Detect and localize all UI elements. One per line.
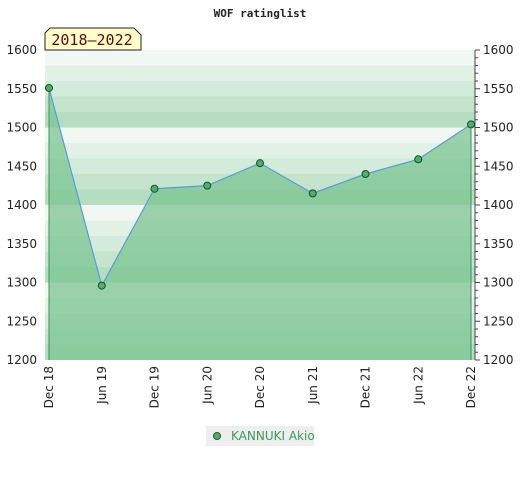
x-axis: Dec 18 Jun 19 Dec 19 Jun 20 Dec 20 Jun 21 Dec … bbox=[42, 366, 478, 408]
y-tick-label-right: 1550 bbox=[483, 82, 514, 96]
x-tick-label: Dec 18 bbox=[42, 366, 56, 408]
chart-title: WOF ratinglist bbox=[214, 7, 307, 20]
background-band bbox=[45, 65, 475, 81]
period-badge: 2018–2022 bbox=[44, 27, 142, 51]
background-band bbox=[45, 81, 475, 97]
background-band bbox=[45, 50, 475, 66]
y-tick-label-right: 1400 bbox=[483, 198, 514, 212]
legend-label: KANNUKI Akio bbox=[231, 429, 315, 443]
y-tick-label-left: 1500 bbox=[6, 121, 37, 135]
x-tick-label: Dec 19 bbox=[148, 366, 162, 408]
y-tick-label-left: 1250 bbox=[6, 314, 37, 328]
rating-area bbox=[49, 87, 471, 360]
y-tick-label-right: 1600 bbox=[483, 43, 514, 57]
legend[interactable]: KANNUKI Akio bbox=[206, 426, 315, 446]
background-band bbox=[45, 112, 475, 128]
data-point[interactable] bbox=[308, 189, 317, 198]
x-tick-label: Dec 21 bbox=[359, 366, 373, 408]
y-tick-label-left: 1300 bbox=[6, 276, 37, 290]
data-point[interactable] bbox=[256, 159, 264, 168]
y-tick-label-right: 1450 bbox=[483, 159, 514, 173]
y-tick-label-right: 1200 bbox=[483, 353, 514, 367]
y-tick-label-left: 1350 bbox=[6, 237, 37, 251]
data-point[interactable] bbox=[97, 281, 106, 290]
y-tick-label-left: 1600 bbox=[6, 43, 37, 57]
y-axis-left: 1200 1250 1300 1350 1400 1450 1500 1550 1600 bbox=[6, 43, 37, 367]
data-point[interactable] bbox=[414, 155, 423, 164]
y-axis-right: 1200 1250 1300 1350 1400 1450 1500 1550 1600 bbox=[474, 43, 514, 367]
x-tick-label: Jun 19 bbox=[95, 366, 109, 405]
y-tick-label-left: 1550 bbox=[6, 82, 37, 96]
y-tick-label-left: 1200 bbox=[6, 353, 37, 367]
x-tick-label: Dec 22 bbox=[464, 366, 478, 408]
y-tick-label-left: 1450 bbox=[6, 159, 37, 173]
y-tick-label-right: 1250 bbox=[483, 314, 514, 328]
data-point[interactable] bbox=[203, 181, 212, 190]
data-point[interactable] bbox=[45, 83, 53, 92]
y-tick-label-right: 1300 bbox=[483, 276, 514, 290]
y-tick-label-left: 1400 bbox=[6, 198, 37, 212]
x-tick-label: Jun 22 bbox=[411, 366, 425, 405]
background-band bbox=[45, 96, 475, 112]
rating-points bbox=[45, 83, 475, 290]
area-edge-lines bbox=[48, 87, 472, 360]
x-tick-label: Jun 21 bbox=[306, 366, 320, 405]
x-tick-label: Jun 20 bbox=[200, 366, 214, 405]
period-badge-label: 2018–2022 bbox=[51, 31, 132, 49]
data-point[interactable] bbox=[150, 184, 159, 193]
background-band bbox=[45, 143, 475, 159]
y-tick-label-right: 1500 bbox=[483, 121, 514, 135]
y-tick-label-right: 1350 bbox=[483, 237, 514, 251]
background-band bbox=[45, 127, 475, 143]
data-point[interactable] bbox=[467, 120, 475, 129]
legend-marker bbox=[213, 432, 221, 440]
data-point[interactable] bbox=[361, 170, 370, 178]
x-tick-label: Dec 20 bbox=[253, 366, 267, 408]
